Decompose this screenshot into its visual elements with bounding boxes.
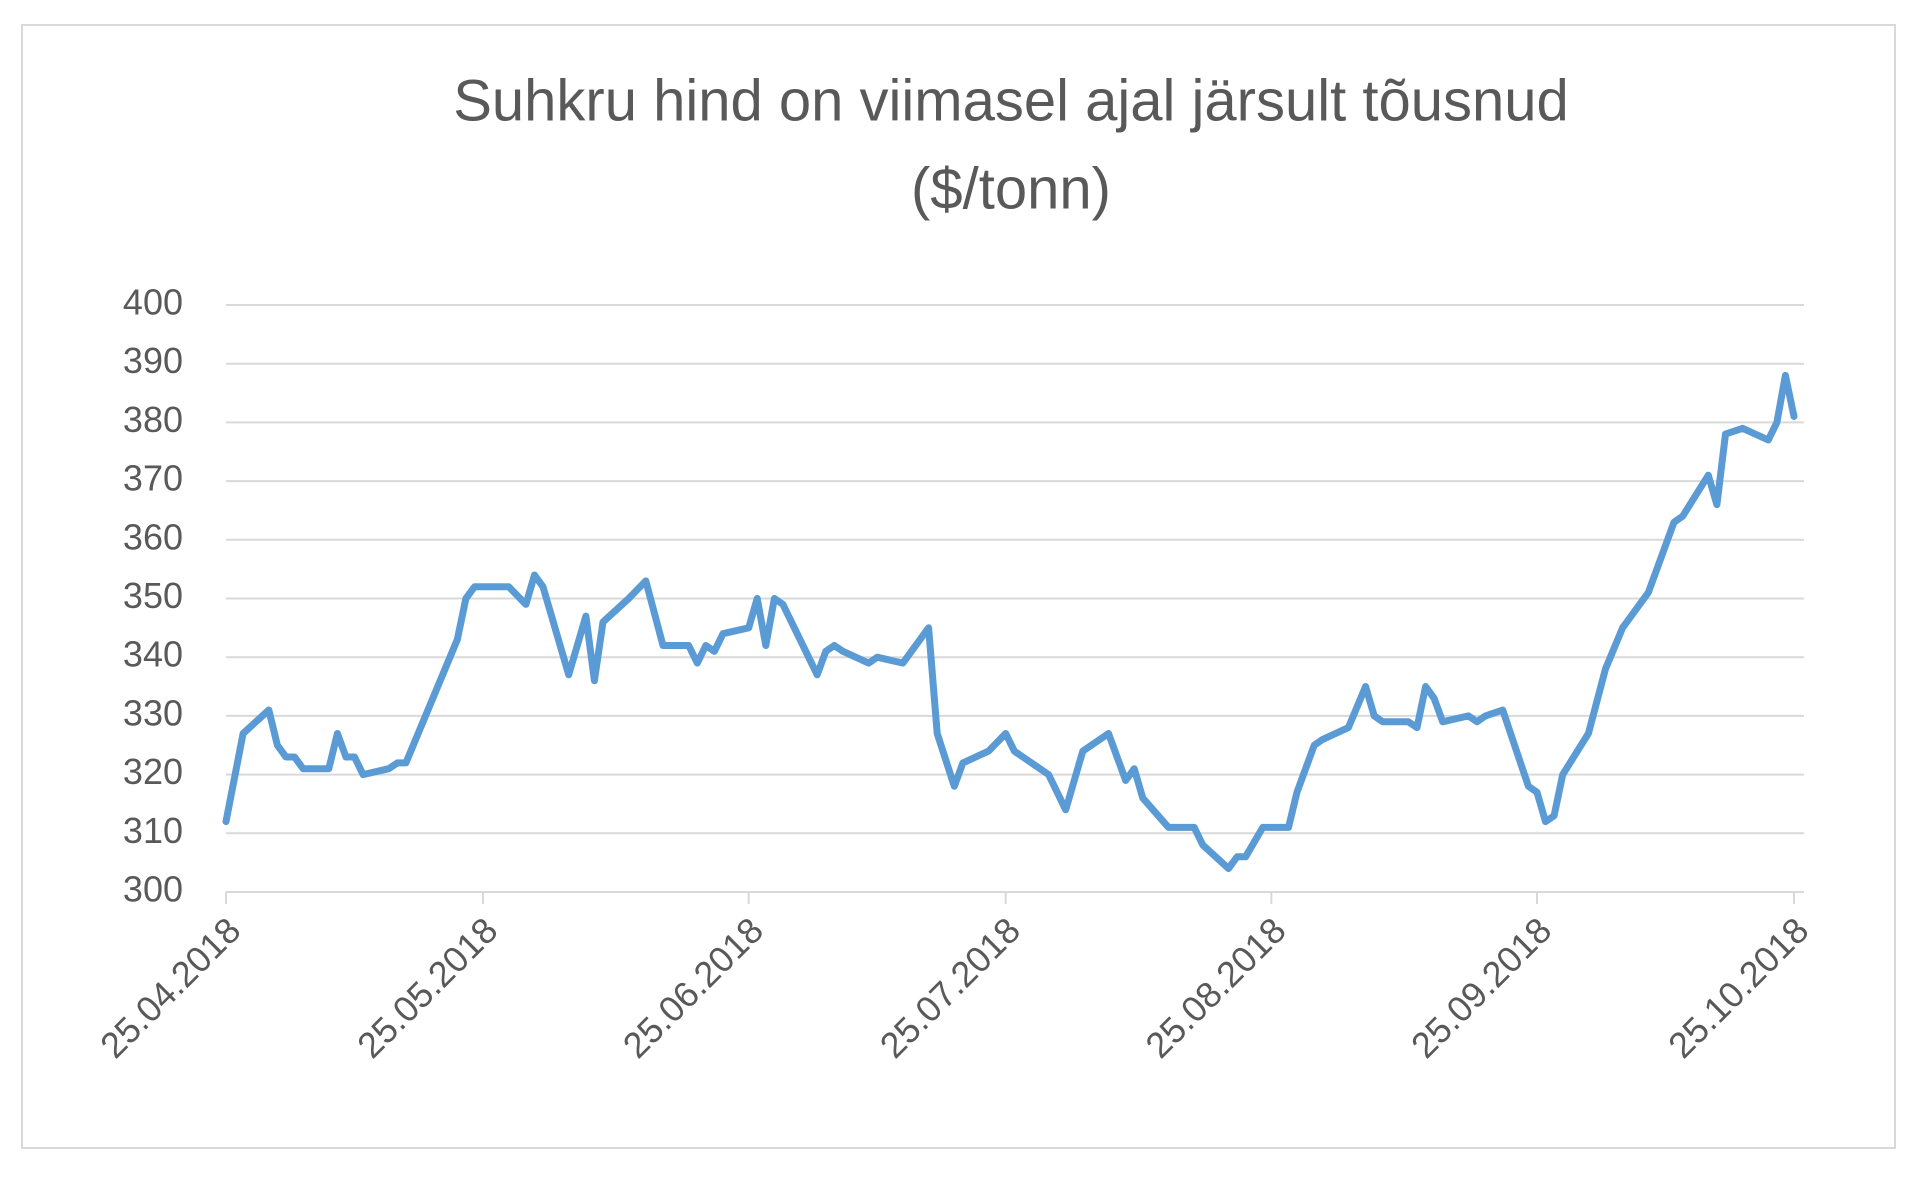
y-tick-label: 350: [123, 575, 183, 616]
y-tick-label: 390: [123, 340, 183, 381]
y-tick-label: 300: [123, 869, 183, 910]
chart-title: Suhkru hind on viimasel ajal järsult tõu…: [453, 68, 1569, 133]
y-tick-label: 320: [123, 751, 183, 792]
y-tick-label: 340: [123, 634, 183, 675]
y-tick-label: 380: [123, 399, 183, 440]
y-tick-label: 400: [123, 282, 183, 323]
y-tick-label: 360: [123, 516, 183, 557]
chart-title: ($/tonn): [911, 156, 1111, 221]
y-tick-label: 310: [123, 810, 183, 851]
y-tick-label: 330: [123, 692, 183, 733]
y-tick-label: 370: [123, 458, 183, 499]
chart-frame: [21, 24, 1896, 1149]
price-line: [222, 371, 1798, 872]
